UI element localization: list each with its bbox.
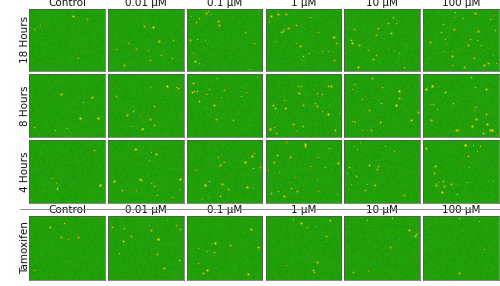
Title: Control: Control	[48, 205, 86, 215]
Y-axis label: 4 Hours: 4 Hours	[20, 151, 30, 192]
Title: 0.1 μM: 0.1 μM	[207, 205, 242, 215]
Title: 10 μM: 10 μM	[366, 205, 398, 215]
Title: 10 μM: 10 μM	[366, 0, 398, 8]
Title: 1 μM: 1 μM	[290, 0, 316, 8]
Title: Control: Control	[48, 0, 86, 8]
Title: 1 μM: 1 μM	[290, 205, 316, 215]
Title: 100 μM: 100 μM	[442, 205, 480, 215]
Title: 0.01 μM: 0.01 μM	[125, 205, 166, 215]
Y-axis label: 8 Hours: 8 Hours	[20, 85, 30, 126]
Title: 100 μM: 100 μM	[442, 0, 480, 8]
Title: 0.1 μM: 0.1 μM	[207, 0, 242, 8]
Y-axis label: 18 Hours: 18 Hours	[20, 16, 30, 63]
Y-axis label: Tamoxifen: Tamoxifen	[20, 221, 30, 274]
Title: 0.01 μM: 0.01 μM	[125, 0, 166, 8]
